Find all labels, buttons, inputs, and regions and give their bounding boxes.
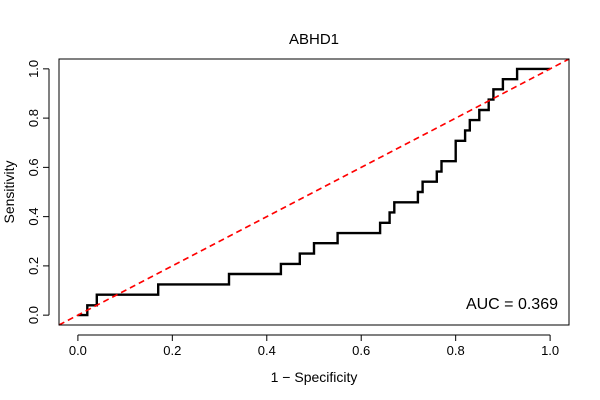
x-tick-label: 0.0 xyxy=(69,343,87,358)
plot-curves xyxy=(58,58,570,326)
x-tick-label: 0.8 xyxy=(447,343,465,358)
reference-diagonal-line xyxy=(58,58,570,326)
y-tick-label: 0.0 xyxy=(26,306,41,324)
y-axis: 0.0 0.2 0.4 0.6 0.8 1.0 xyxy=(26,60,50,324)
auc-annotation: AUC = 0.369 xyxy=(466,296,558,313)
x-tick-label: 1.0 xyxy=(541,343,559,358)
y-tick-label: 1.0 xyxy=(26,60,41,78)
x-tick-label: 0.4 xyxy=(258,343,276,358)
x-axis-title: 1 − Specificity xyxy=(271,369,358,385)
plot-frame xyxy=(58,58,570,326)
x-tick-label: 0.6 xyxy=(352,343,370,358)
y-tick-label: 0.6 xyxy=(26,158,41,176)
y-tick-label: 0.2 xyxy=(26,257,41,275)
roc-curve-line xyxy=(77,67,551,317)
y-tick-label: 0.8 xyxy=(26,109,41,127)
y-axis-title: Sensitivity xyxy=(1,160,17,223)
x-tick-label: 0.2 xyxy=(163,343,181,358)
chart-title: ABHD1 xyxy=(289,31,339,48)
y-tick-label: 0.4 xyxy=(26,208,41,226)
x-axis: 0.0 0.2 0.4 0.6 0.8 1.0 xyxy=(69,334,559,358)
